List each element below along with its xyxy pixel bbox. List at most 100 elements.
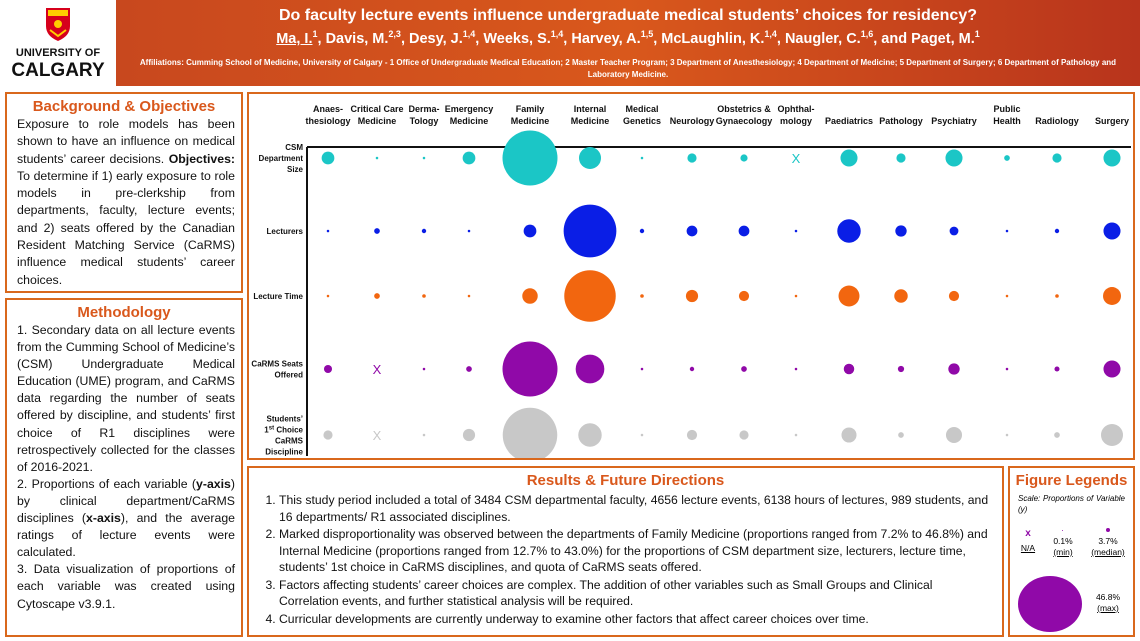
author-name: Naugler, C.	[784, 30, 861, 47]
objectives-label: Objectives:	[168, 151, 235, 166]
column-header: Neurology	[670, 116, 715, 126]
author-affil-sup: 1,5	[640, 29, 654, 39]
row-label: Students’ 1st Choice CaRMS Discipline	[264, 415, 303, 457]
bubble	[1103, 360, 1121, 378]
bubble	[898, 432, 904, 438]
bubble	[686, 225, 698, 237]
legend-min-value: 0.1%	[1053, 536, 1073, 546]
bubble	[422, 294, 426, 298]
bubble	[687, 153, 697, 163]
bubble	[794, 294, 798, 298]
column-header: Family Medicine	[511, 104, 550, 126]
legend-median: 3.7% (median)	[1088, 528, 1128, 558]
methodology-panel: Methodology 1. Secondary data on all lec…	[5, 298, 243, 637]
bubble	[738, 290, 750, 302]
bubble-chart-panel: Anaes-thesiology Critical Care Medicine Der…	[247, 92, 1135, 460]
bubble	[741, 366, 747, 372]
bubble	[466, 366, 472, 372]
author-affil-sup: 1,4	[550, 29, 564, 39]
bubble	[1005, 229, 1009, 233]
poster-header: UNIVERSITY OF CALGARY Do faculty lecture…	[0, 0, 1140, 86]
bubble	[838, 285, 860, 307]
bubble	[689, 366, 695, 372]
legend-max-bubble	[1018, 576, 1082, 632]
bubble	[323, 430, 333, 440]
bubble	[1054, 366, 1060, 372]
bubble	[794, 229, 798, 233]
bubble	[1005, 294, 1009, 298]
bubble	[945, 426, 963, 444]
legend-na: x N/A	[1018, 528, 1038, 554]
bubble	[1005, 367, 1009, 371]
author-name: Desy, J.	[409, 30, 463, 47]
bubble	[837, 219, 861, 243]
bubble	[894, 289, 908, 303]
legend-heading: Figure Legends	[1015, 472, 1128, 489]
methodology-text: 1. Secondary data on all lecture events …	[7, 322, 241, 613]
author-affil-sup: 1	[974, 29, 980, 39]
bubble	[321, 151, 335, 165]
bubble	[1103, 222, 1121, 240]
bubble	[375, 156, 379, 160]
bubble	[640, 433, 644, 437]
title-banner: Do faculty lecture events influence unde…	[116, 0, 1140, 86]
bubble	[502, 130, 558, 186]
bubble	[895, 225, 907, 237]
methodology-heading: Methodology	[77, 304, 171, 321]
legend-max-label: (max)	[1097, 603, 1119, 613]
bubble	[738, 225, 750, 237]
bubble	[739, 430, 749, 440]
column-header: Emergency Medicine	[445, 104, 494, 126]
author-name: Ma, I.	[276, 30, 313, 47]
bubble	[462, 428, 476, 442]
column-header: Radiology	[1035, 116, 1079, 126]
bubble	[841, 427, 857, 443]
row-label: CaRMS Seats Offered	[251, 360, 303, 380]
bubble	[740, 154, 748, 162]
bubble	[639, 228, 645, 234]
column-header: Paediatrics	[825, 116, 873, 126]
legend-median-label: (median)	[1091, 547, 1125, 557]
bubble	[326, 229, 330, 233]
bubble	[794, 367, 798, 371]
bubble	[374, 228, 380, 234]
bubble	[948, 363, 960, 375]
column-header: Psychiatry	[931, 116, 977, 126]
bubble	[326, 294, 330, 298]
bubble	[1100, 423, 1124, 447]
bubble	[422, 367, 426, 371]
column-header: Surgery	[1095, 116, 1129, 126]
author-list: Ma, I.1, Davis, M.2,3, Desy, J.1,4, Week…	[276, 29, 980, 47]
background-p2: To determine if 1) early exposure to rol…	[17, 168, 235, 287]
author-affil-sup: 2,3	[388, 29, 401, 39]
column-header: Medical Genetics	[623, 104, 661, 126]
bubble	[422, 433, 426, 437]
shield-icon: UNIVERSITY OF CALGARY	[11, 8, 105, 81]
background-p1: Exposure to role models has been shown t…	[17, 117, 235, 166]
bubble	[563, 204, 617, 258]
bubble	[522, 288, 538, 304]
bubble	[1005, 433, 1009, 437]
bubble	[1004, 155, 1010, 161]
legend-na-label: N/A	[1020, 543, 1036, 553]
column-header: Obstetrics & Gynaecology	[716, 104, 773, 126]
method-item-3: 3. Data visualization of proportions of …	[17, 562, 235, 611]
na-marker: X	[792, 151, 801, 166]
bubble	[1054, 432, 1060, 438]
bubble	[686, 429, 698, 441]
background-objectives-panel: Background & Objectives Exposure to role…	[5, 92, 243, 293]
column-header: Ophthal-mology	[778, 104, 815, 126]
bubble	[421, 228, 427, 234]
bubble	[1055, 294, 1059, 298]
bubble	[897, 365, 905, 373]
university-line1: UNIVERSITY OF	[16, 47, 100, 59]
bubble	[575, 354, 605, 384]
legend-median-value: 3.7%	[1098, 536, 1118, 546]
legend-scale: Scale: Proportions of Variable (y)	[1018, 494, 1125, 514]
bubble	[794, 433, 798, 437]
bubble	[502, 407, 558, 458]
column-header: Public Health	[993, 104, 1021, 126]
bubble	[374, 293, 380, 299]
author-name: Weeks, S.	[483, 30, 551, 47]
bubble	[467, 229, 471, 233]
